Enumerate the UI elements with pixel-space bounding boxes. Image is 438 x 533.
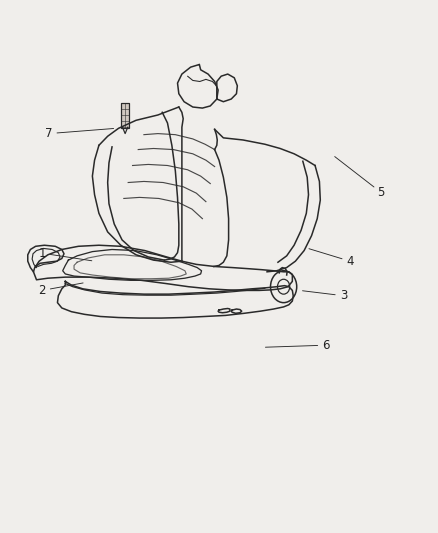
Text: 4: 4 (346, 255, 354, 268)
FancyBboxPatch shape (121, 103, 130, 128)
Text: 5: 5 (377, 185, 384, 199)
Text: 6: 6 (322, 338, 330, 352)
Text: 3: 3 (340, 289, 347, 302)
Text: 2: 2 (39, 284, 46, 297)
Text: 1: 1 (39, 247, 46, 260)
Text: 7: 7 (45, 127, 53, 140)
